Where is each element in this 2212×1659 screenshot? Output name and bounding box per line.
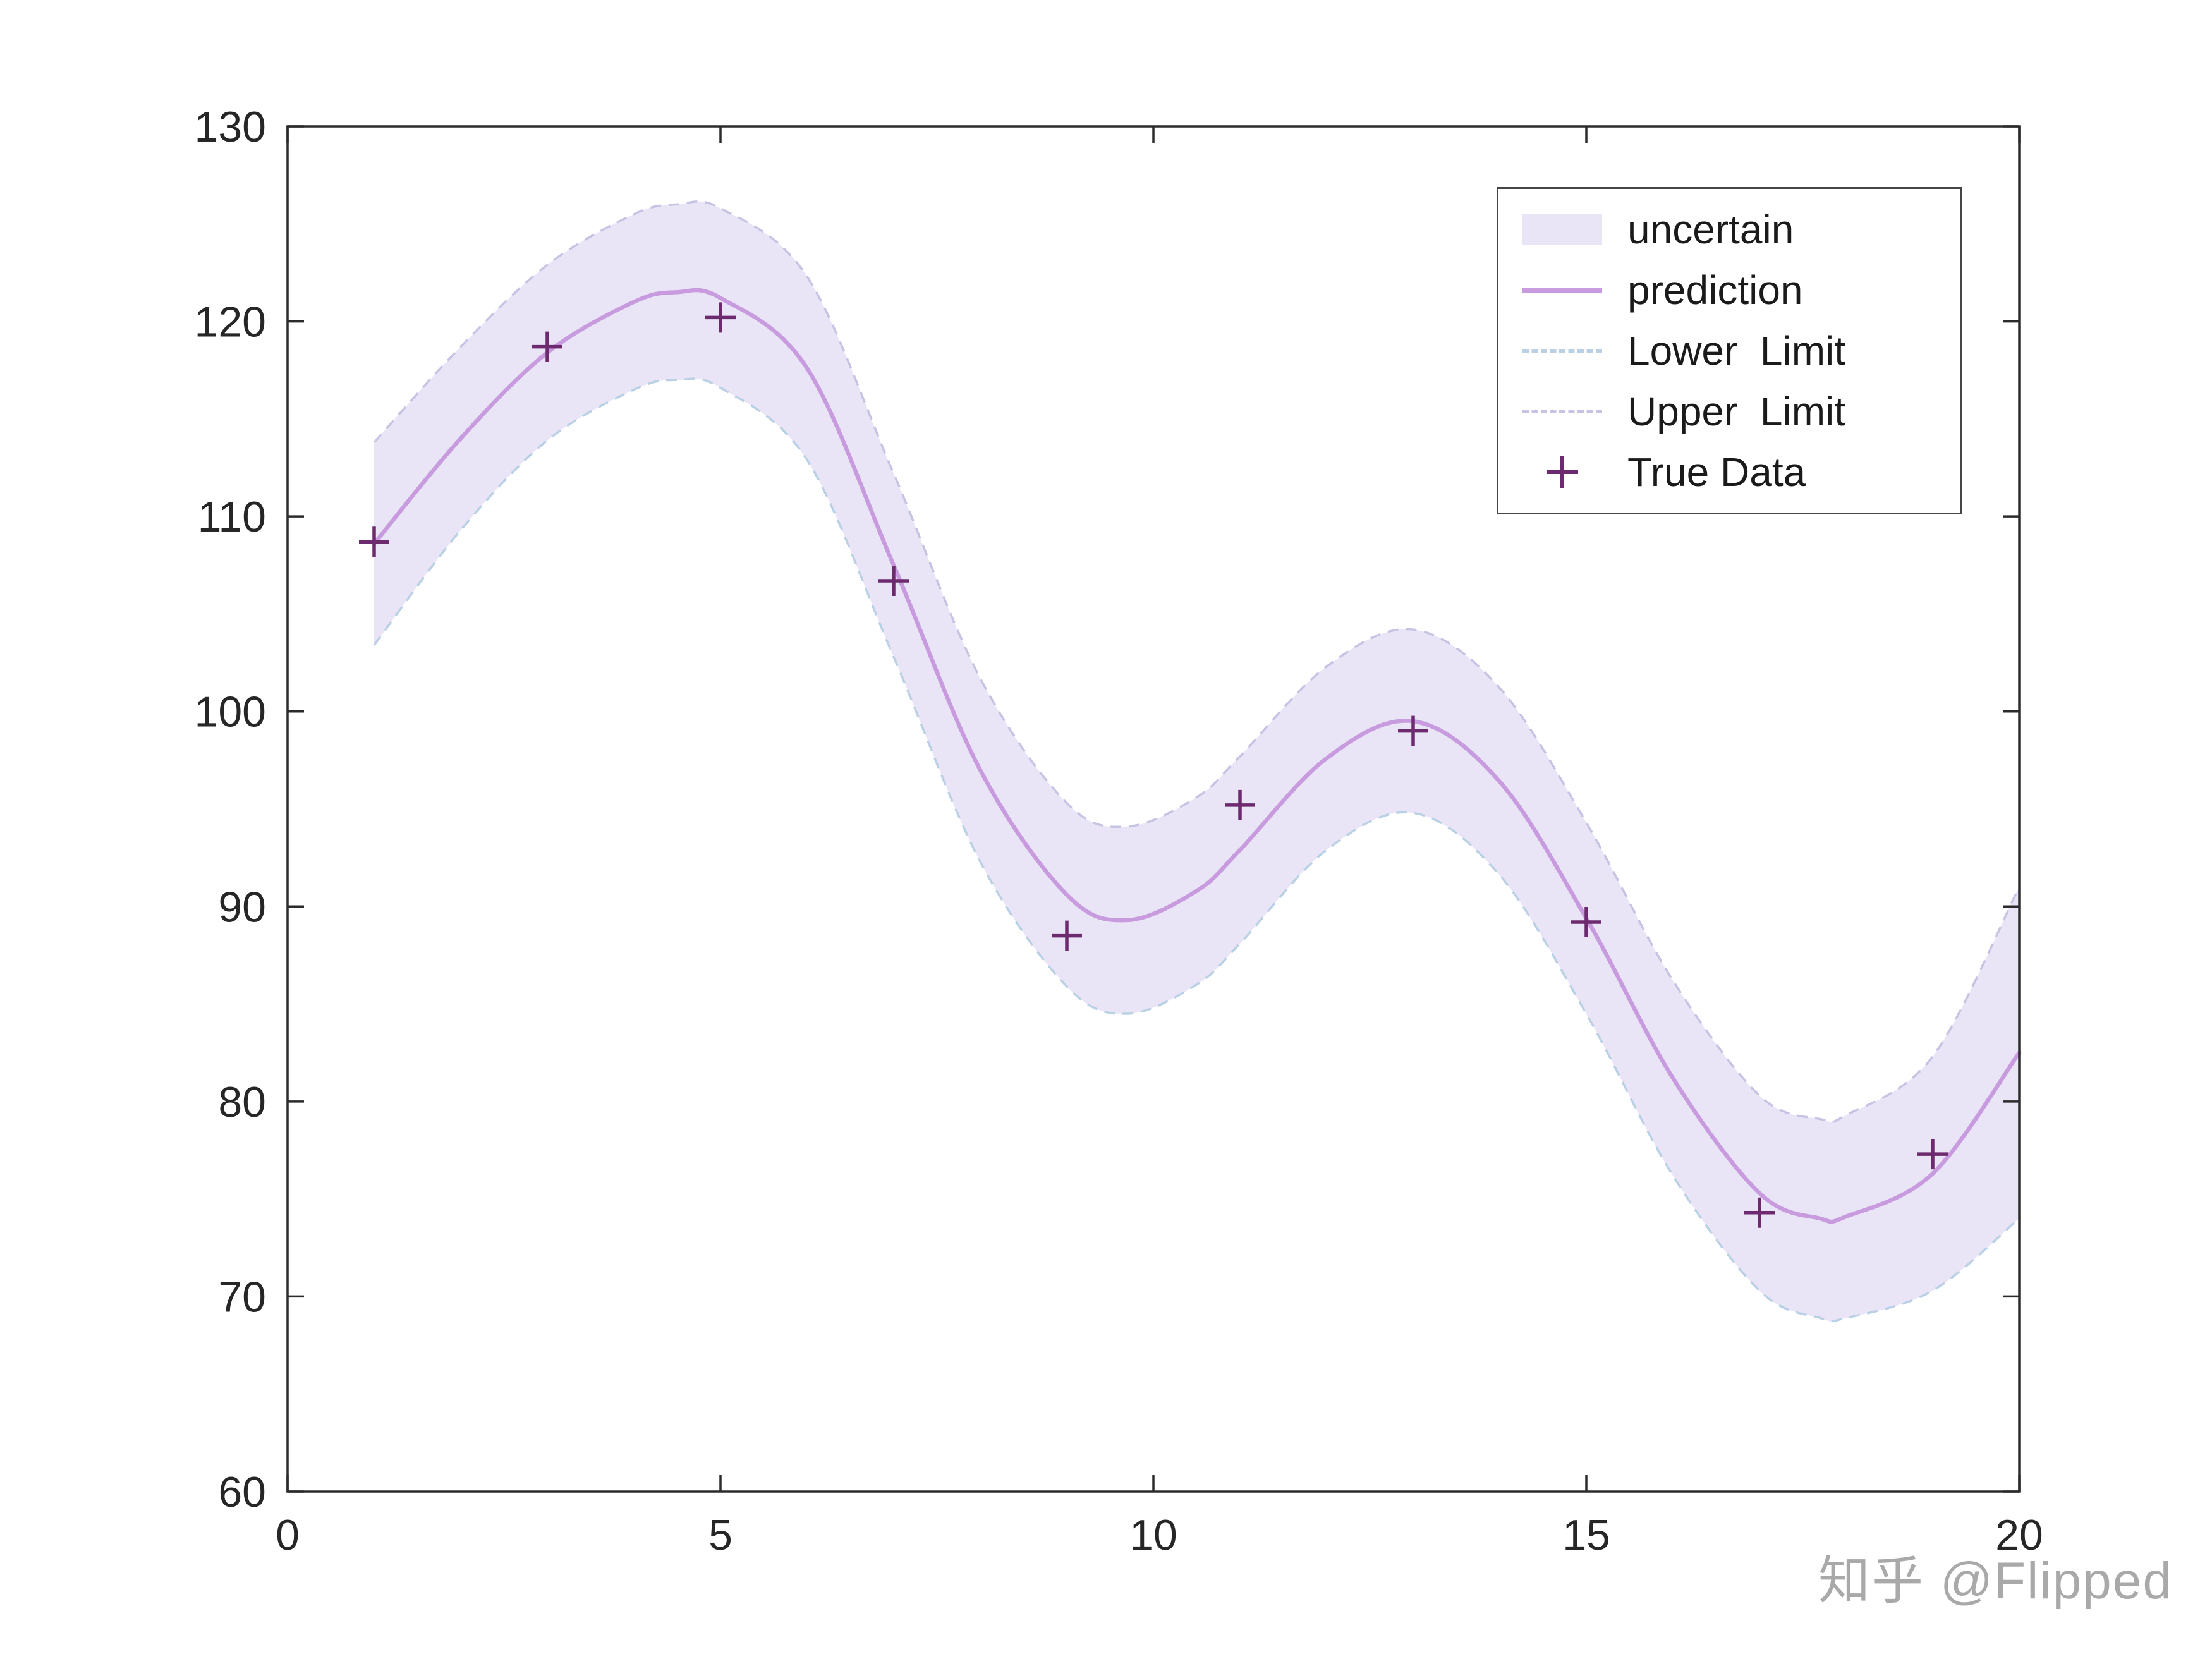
plus-marker-swatch-icon [1547, 456, 1578, 488]
y-tick-label: 120 [195, 298, 266, 346]
legend-label-uncertain: uncertain [1627, 207, 1794, 252]
x-tick-label: 15 [1562, 1511, 1610, 1559]
watermark: 知乎 @Flipped [1818, 1552, 2173, 1610]
upper-limit-line [373, 200, 2021, 1124]
prediction-line [372, 288, 2022, 1224]
legend-item-upper-limit: Upper Limit [1515, 385, 1943, 438]
legend-item-true-data: True Data [1515, 446, 1943, 499]
y-tick-label: 110 [198, 493, 266, 541]
y-tick-label: 60 [218, 1468, 266, 1516]
upper-limit-dash-swatch-icon [1522, 410, 1602, 413]
legend-item-prediction: prediction [1515, 264, 1943, 317]
y-tick-label: 130 [195, 103, 266, 151]
legend-label-upper-limit: Upper Limit [1627, 389, 1845, 434]
legend-item-lower-limit: Lower Limit [1515, 324, 1943, 377]
y-tick-label: 70 [218, 1273, 266, 1321]
x-tick-label: 5 [708, 1511, 732, 1559]
legend-label-prediction: prediction [1627, 267, 1803, 313]
x-tick-label: 0 [276, 1511, 300, 1559]
lower-limit-line [373, 377, 2021, 1323]
y-tick-label: 100 [195, 688, 266, 736]
prediction-line-swatch-icon [1522, 288, 1602, 293]
y-tick-label: 80 [218, 1078, 266, 1126]
legend-item-uncertain: uncertain [1515, 203, 1943, 256]
x-tick-label: 20 [1995, 1511, 2043, 1559]
uncertainty-band-swatch-icon [1522, 214, 1602, 245]
lower-limit-dash-swatch-icon [1522, 349, 1602, 353]
y-tick-label: 90 [218, 883, 266, 931]
uncertainty-band [374, 201, 2019, 1322]
legend-label-true-data: True Data [1627, 449, 1806, 495]
x-tick-label: 10 [1129, 1511, 1177, 1559]
legend-label-lower-limit: Lower Limit [1627, 328, 1845, 374]
legend: uncertain prediction Lower Limit Upper L… [1497, 187, 1962, 514]
